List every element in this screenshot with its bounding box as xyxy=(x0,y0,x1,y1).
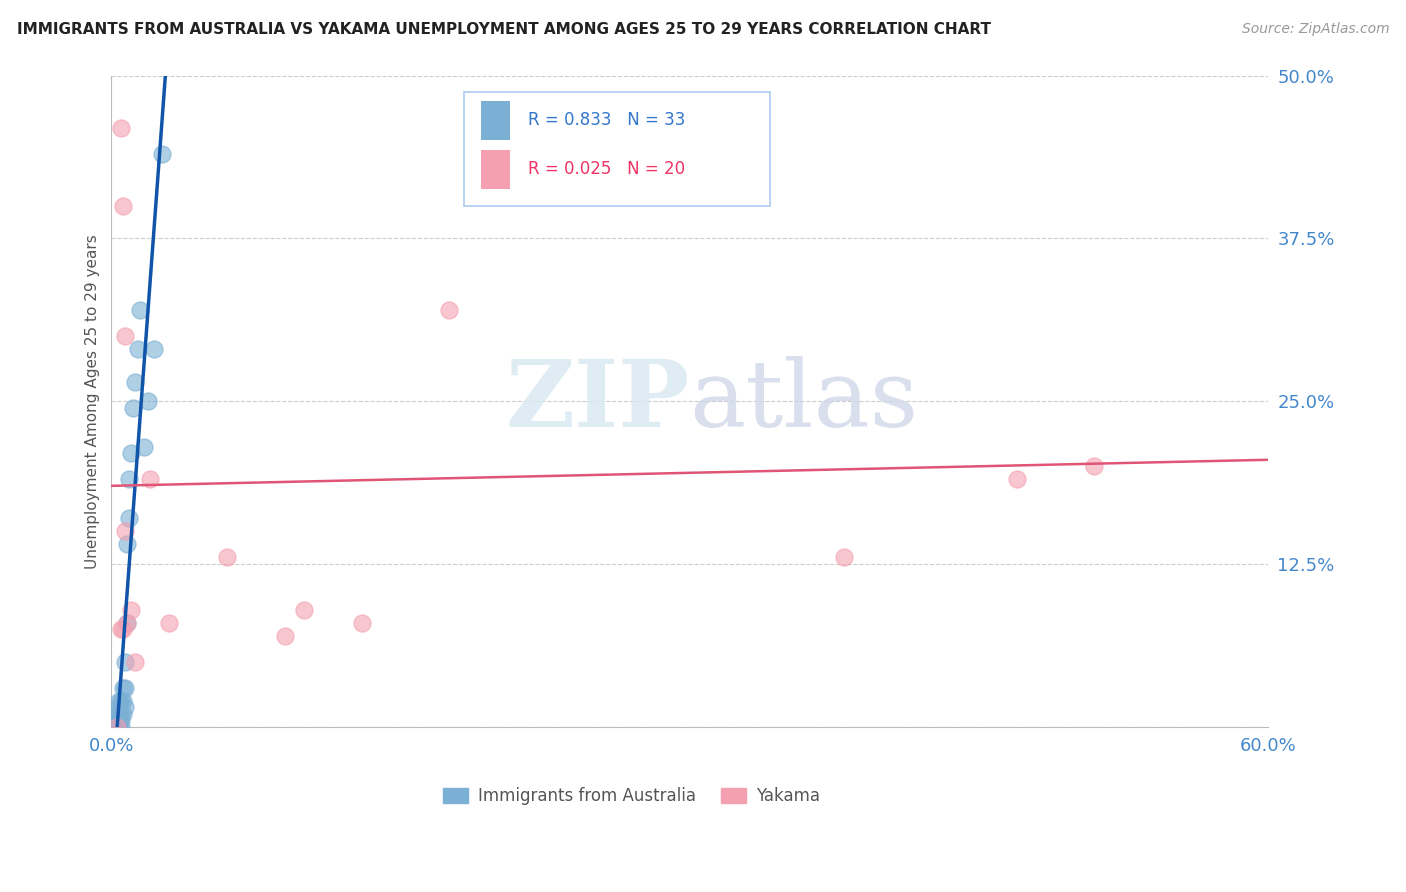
Point xyxy=(832,550,855,565)
Point xyxy=(110,706,132,721)
Point xyxy=(111,694,134,708)
Text: Source: ZipAtlas.com: Source: ZipAtlas.com xyxy=(1241,22,1389,37)
Point xyxy=(118,511,141,525)
Text: R = 0.833   N = 33: R = 0.833 N = 33 xyxy=(527,112,685,129)
Point xyxy=(124,655,146,669)
Point xyxy=(124,375,146,389)
Y-axis label: Unemployment Among Ages 25 to 29 years: Unemployment Among Ages 25 to 29 years xyxy=(86,234,100,568)
Point xyxy=(110,694,132,708)
Point xyxy=(139,472,162,486)
Point xyxy=(110,120,132,135)
Point xyxy=(111,706,134,721)
Point xyxy=(1083,459,1105,474)
FancyBboxPatch shape xyxy=(464,92,770,206)
Point xyxy=(120,602,142,616)
Point xyxy=(114,681,136,695)
Point xyxy=(115,615,138,630)
Point xyxy=(108,720,131,734)
Legend: Immigrants from Australia, Yakama: Immigrants from Australia, Yakama xyxy=(436,780,827,812)
Point xyxy=(105,720,128,734)
Point xyxy=(114,700,136,714)
Point xyxy=(105,720,128,734)
Point xyxy=(111,199,134,213)
Point xyxy=(157,615,180,630)
Point xyxy=(114,524,136,539)
FancyBboxPatch shape xyxy=(481,150,510,189)
Point xyxy=(134,440,156,454)
Point xyxy=(120,446,142,460)
Point xyxy=(150,146,173,161)
Text: atlas: atlas xyxy=(689,356,918,446)
Point xyxy=(350,615,373,630)
FancyBboxPatch shape xyxy=(481,101,510,140)
Point xyxy=(215,550,238,565)
Point xyxy=(108,694,131,708)
Point xyxy=(110,622,132,636)
Point xyxy=(105,714,128,728)
Point xyxy=(104,714,127,728)
Point xyxy=(1005,472,1028,486)
Point xyxy=(129,303,152,318)
Point xyxy=(437,303,460,318)
Point xyxy=(136,394,159,409)
Point xyxy=(115,537,138,551)
Point xyxy=(105,706,128,721)
Text: ZIP: ZIP xyxy=(505,356,689,446)
Point xyxy=(110,720,132,734)
Point xyxy=(110,714,132,728)
Point xyxy=(114,655,136,669)
Point xyxy=(127,342,149,356)
Point xyxy=(108,700,131,714)
Text: IMMIGRANTS FROM AUSTRALIA VS YAKAMA UNEMPLOYMENT AMONG AGES 25 TO 29 YEARS CORRE: IMMIGRANTS FROM AUSTRALIA VS YAKAMA UNEM… xyxy=(17,22,991,37)
Point xyxy=(111,622,134,636)
Point xyxy=(274,629,297,643)
Point xyxy=(111,681,134,695)
Point xyxy=(118,472,141,486)
Text: R = 0.025   N = 20: R = 0.025 N = 20 xyxy=(527,161,685,178)
Point xyxy=(292,602,315,616)
Point xyxy=(108,714,131,728)
Point xyxy=(108,706,131,721)
Point xyxy=(142,342,165,356)
Point xyxy=(121,401,143,415)
Point xyxy=(104,720,127,734)
Point xyxy=(114,329,136,343)
Point xyxy=(115,615,138,630)
